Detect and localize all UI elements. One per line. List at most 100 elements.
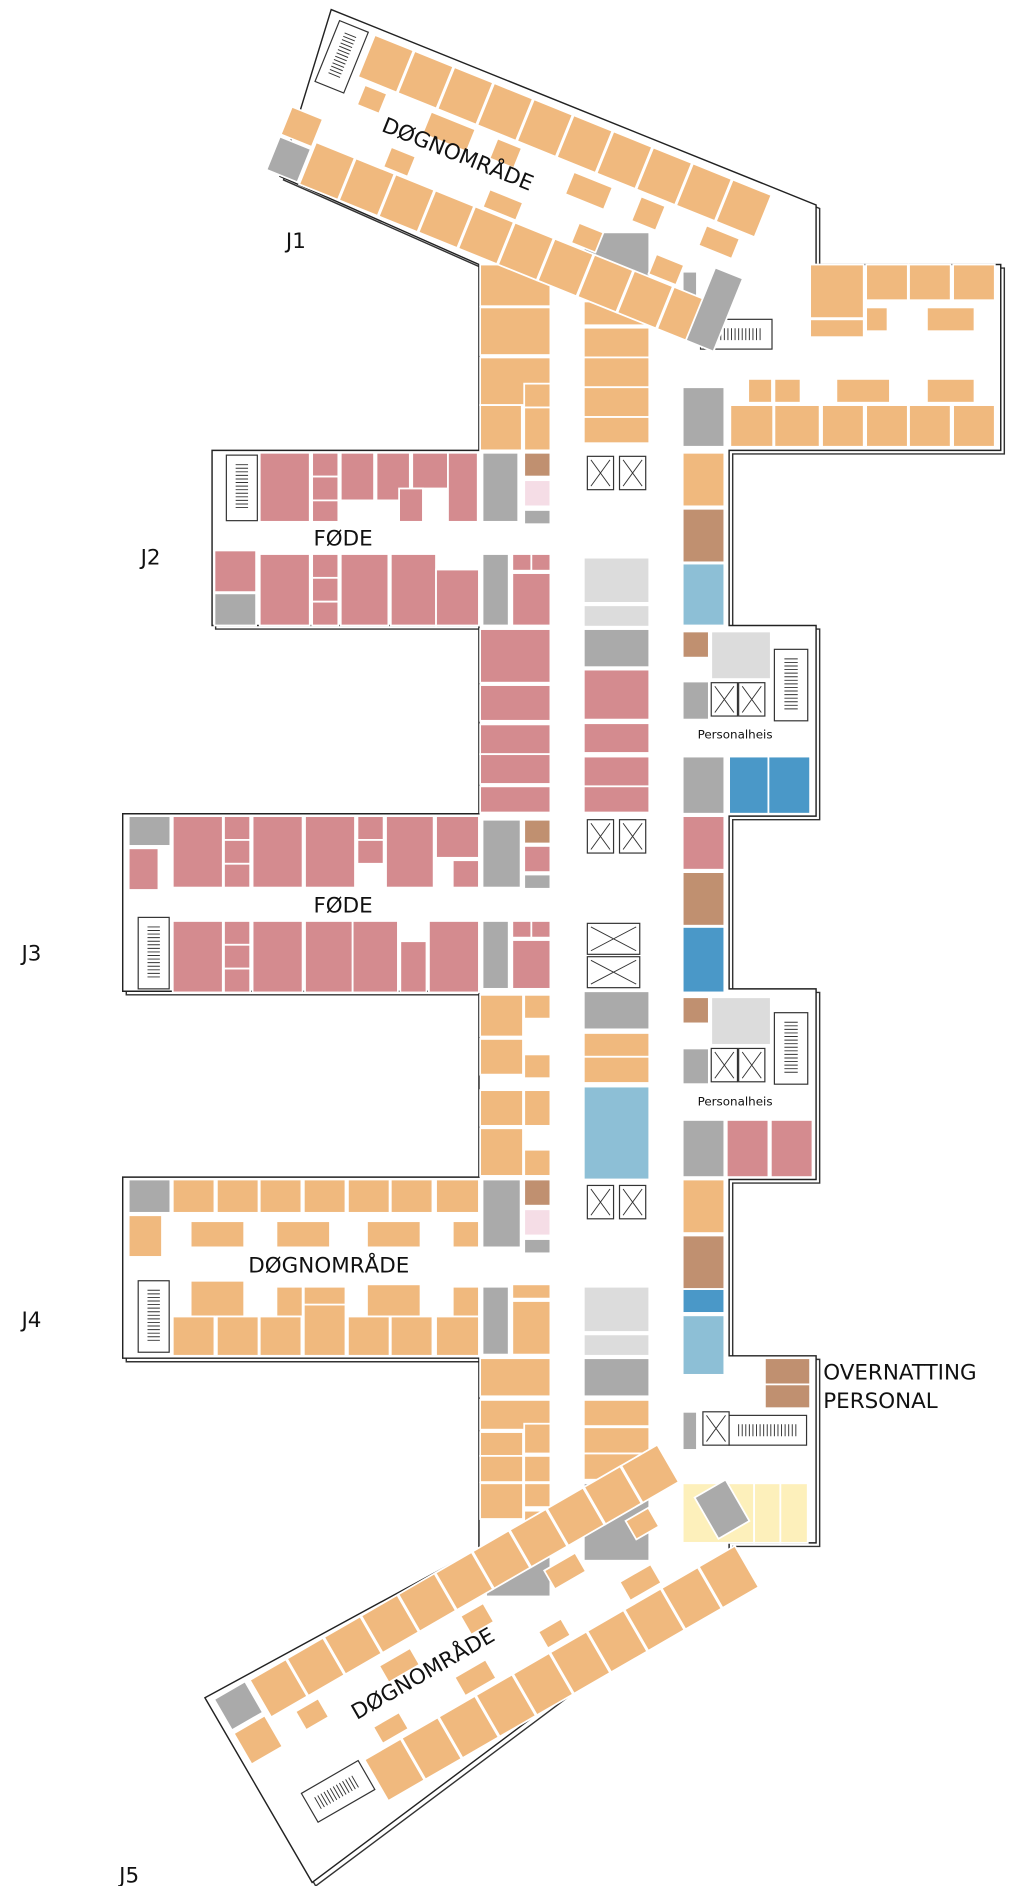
room xyxy=(512,1284,550,1298)
room xyxy=(524,995,550,1019)
room xyxy=(584,1087,650,1180)
room xyxy=(357,840,383,864)
room xyxy=(584,417,650,443)
room xyxy=(584,786,650,812)
room xyxy=(453,1287,479,1317)
room xyxy=(927,307,975,331)
room xyxy=(524,407,550,450)
room xyxy=(771,1120,813,1177)
room xyxy=(173,816,223,887)
room xyxy=(748,379,772,403)
room xyxy=(584,328,650,358)
room xyxy=(765,1384,810,1408)
room xyxy=(584,605,650,626)
room xyxy=(683,757,725,814)
room xyxy=(774,379,800,403)
room xyxy=(341,453,374,501)
room xyxy=(524,480,550,506)
room xyxy=(214,593,256,625)
room xyxy=(224,840,250,864)
room xyxy=(480,1483,523,1519)
room xyxy=(483,921,509,989)
room xyxy=(453,860,479,887)
room xyxy=(584,387,650,417)
wing-label: J3 xyxy=(19,941,41,966)
room xyxy=(312,554,338,578)
room xyxy=(774,405,819,447)
room xyxy=(260,1316,302,1355)
stair-steps xyxy=(147,1290,159,1340)
area-label: DØGNOMRÅDE xyxy=(248,1251,409,1278)
room xyxy=(729,757,768,814)
room xyxy=(400,941,426,992)
room xyxy=(480,995,523,1037)
room xyxy=(683,1048,709,1084)
room xyxy=(780,1483,807,1543)
room xyxy=(683,387,725,447)
room xyxy=(312,578,338,602)
room xyxy=(683,1235,725,1289)
room xyxy=(683,631,709,657)
room xyxy=(436,1179,479,1212)
room xyxy=(312,602,338,626)
room xyxy=(429,921,479,992)
room xyxy=(217,1179,259,1212)
room xyxy=(304,1305,346,1356)
room xyxy=(191,1281,245,1317)
room xyxy=(683,1120,725,1177)
room xyxy=(341,554,389,625)
room xyxy=(683,453,725,507)
room xyxy=(253,921,303,992)
room xyxy=(524,453,550,477)
room xyxy=(480,1128,523,1176)
room xyxy=(512,921,531,938)
room xyxy=(480,1039,523,1075)
room xyxy=(357,816,383,840)
wing-label: J1 xyxy=(284,229,306,254)
wing-label: J2 xyxy=(139,546,161,571)
room xyxy=(260,1179,302,1212)
room xyxy=(312,500,338,521)
room xyxy=(683,997,709,1023)
room xyxy=(276,1221,330,1247)
wing-label: J5 xyxy=(117,1863,139,1886)
stair xyxy=(138,917,169,988)
room xyxy=(353,921,398,992)
room xyxy=(480,1090,523,1126)
room xyxy=(584,1334,650,1355)
room xyxy=(305,921,353,992)
room xyxy=(683,1412,697,1450)
room xyxy=(524,1456,550,1482)
room xyxy=(480,307,550,355)
room xyxy=(436,570,479,626)
room xyxy=(711,997,771,1045)
room xyxy=(765,1358,810,1384)
wing-label: J4 xyxy=(19,1308,41,1333)
room xyxy=(584,357,650,387)
room xyxy=(191,1221,245,1247)
room xyxy=(584,1287,650,1332)
room xyxy=(260,453,310,522)
room xyxy=(480,685,550,721)
room xyxy=(129,848,159,890)
room xyxy=(436,816,479,858)
room xyxy=(512,1301,550,1355)
room xyxy=(584,1057,650,1083)
room xyxy=(512,940,550,989)
stair-steps xyxy=(784,659,797,709)
room xyxy=(524,1090,550,1126)
room xyxy=(480,1432,523,1456)
room xyxy=(224,816,250,840)
room xyxy=(866,307,887,331)
room xyxy=(524,510,550,524)
room xyxy=(512,554,531,571)
room xyxy=(584,1033,650,1057)
room xyxy=(480,724,550,754)
room xyxy=(866,405,908,447)
room xyxy=(524,1239,550,1253)
room xyxy=(584,1427,650,1453)
room xyxy=(683,564,725,626)
room xyxy=(683,872,725,926)
staff-quarters-label: PERSONAL xyxy=(823,1389,938,1414)
room xyxy=(531,554,550,571)
